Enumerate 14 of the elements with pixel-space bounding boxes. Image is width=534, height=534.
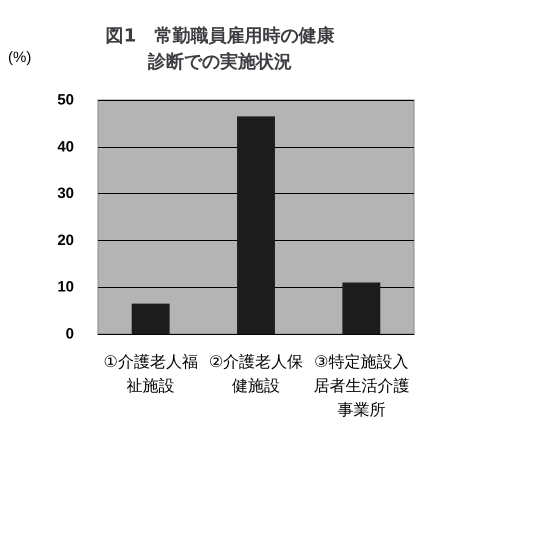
y-tick-label: 40 xyxy=(57,138,74,156)
chart-title: 図1 常勤職員雇用時の健康診断での実施状況 xyxy=(106,26,336,72)
y-tick-label: 10 xyxy=(57,278,74,296)
y-tick-label: 50 xyxy=(57,92,74,108)
y-tick-label: 0 xyxy=(66,326,74,342)
bar xyxy=(132,304,170,334)
y-axis-title: (%) xyxy=(8,49,32,66)
bar xyxy=(237,116,275,334)
y-tick-label: 30 xyxy=(57,185,74,202)
x-tick-label: ③特定施設入居者生活介護事業所 xyxy=(312,351,410,421)
y-tick-label: 20 xyxy=(57,232,74,249)
x-tick-label: ②介護老人保健施設 xyxy=(208,351,304,397)
x-tick-label: ①介護老人福祉施設 xyxy=(102,351,199,397)
bar xyxy=(342,282,380,334)
